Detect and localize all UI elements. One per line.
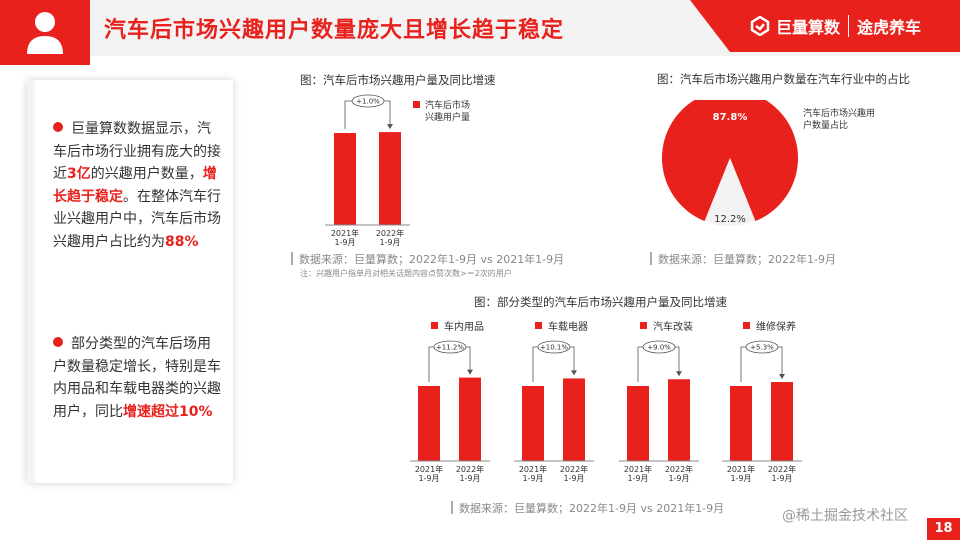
chart3-xtick: 2022年 1-9月 (560, 464, 588, 483)
brand-divider (848, 15, 850, 37)
chart1-footnote: 注：兴趣用户指单月对相关话题内容点赞次数>＝2次的用户 (300, 269, 512, 278)
summary-bullet-1: 巨量算数数据显示，汽车后市场行业拥有庞大的接近3亿的兴趣用户数量，增长趋于稳定。… (53, 118, 223, 253)
brand-banner: 巨量算数 途虎养车 (690, 0, 960, 52)
page-number: 18 (927, 518, 960, 540)
chart3-growth-bubble (745, 340, 779, 354)
chart2-source-text: 数据来源：巨量算数；2022年1-9月 (658, 253, 836, 266)
chart3-legend-swatch (431, 322, 438, 329)
highlight-text: 增长趋于稳定 (53, 166, 217, 205)
chart3-xtick: 2022年 1-9月 (768, 464, 796, 483)
chart3-xtick: 2021年 1-9月 (415, 464, 443, 483)
brand-logo-icon (750, 16, 770, 36)
chart3-bar (563, 378, 585, 461)
watermark: @稀土掘金技术社区 (782, 508, 908, 524)
chart1-source: 数据来源：巨量算数；2022年1-9月 vs 2021年1-9月 (291, 251, 564, 267)
bullet-text: 部分类型的汽车后场用户数量稳定增长，特别是车内用品和车载电器类的兴趣用户，同比 (53, 336, 221, 420)
highlight-text: 增速超过10% (123, 403, 213, 420)
chart2-source: 数据来源：巨量算数；2022年1-9月 (650, 251, 836, 267)
chart3-growth-label: +11.2% (436, 344, 464, 352)
chart1-title: 图：汽车后市场兴趣用户量及同比增速 (300, 73, 496, 87)
summary-bullet-2: 部分类型的汽车后场用户数量稳定增长，特别是车内用品和车载电器类的兴趣用户，同比增… (53, 333, 223, 423)
pie-legend-label: 户数量占比 (803, 119, 848, 131)
chart3-category-bars: 车内用品 2021年 1-9月 2022年 1-9月 +11.2% 车载电器 2021年 1-9… (410, 320, 802, 483)
chart1-legend-label: 兴趣用户量 (425, 111, 470, 123)
pie-label-minor: 12.2% (714, 214, 746, 225)
panel-accent (27, 80, 35, 483)
avatar (0, 0, 90, 65)
bullet-text: 的兴趣用户数量， (90, 166, 203, 182)
chart3-growth-arrow (467, 369, 473, 375)
chart3-legend-swatch (743, 322, 750, 329)
chart3-xtick: 2022年 1-9月 (665, 464, 693, 483)
bullet-text: 巨量算数数据显示，汽车后市场行业拥有庞大的接近 (53, 121, 221, 182)
bullet-text: 。在整体汽车行业兴趣用户中，汽车后市场兴趣用户占比约为 (53, 188, 221, 250)
chart1-legend-swatch (413, 101, 420, 108)
chart3-growth-arrow (571, 370, 577, 376)
chart3-bar (459, 377, 481, 461)
brand-right-label: 途虎养车 (857, 18, 922, 37)
chart3-growth-label: +9.0% (647, 344, 671, 352)
highlight-text: 88% (165, 233, 199, 250)
chart3-xtick: 2022年 1-9月 (456, 464, 484, 483)
pie-slice-major (662, 100, 798, 222)
chart3-source-text: 数据来源：巨量算数；2022年1-9月 vs 2021年1-9月 (459, 502, 725, 515)
chart3-growth-arrow (676, 371, 682, 377)
chart2-title: 图：汽车后市场兴趣用户数量在汽车行业中的占比 (657, 72, 910, 86)
chart3-growth-bubble (433, 340, 467, 354)
chart3-growth-label: +5.3% (750, 344, 774, 352)
page-title: 汽车后市场兴趣用户数量庞大且增长趋于稳定 (104, 18, 565, 43)
bullet-dot (53, 337, 63, 347)
chart3-bar (418, 386, 440, 461)
chart1-xtick: 2021年 1-9月 (331, 228, 359, 247)
chart3-xtick: 2021年 1-9月 (624, 464, 652, 483)
chart3-source: 数据来源：巨量算数；2022年1-9月 vs 2021年1-9月 (451, 500, 724, 516)
source-divider (451, 501, 453, 514)
chart3-growth-label: +10.1% (540, 344, 568, 352)
chart3-legend-label: 维修保养 (756, 320, 796, 333)
chart3-growth-arrow (779, 374, 785, 380)
chart1-growth-label: +1.0% (356, 98, 380, 106)
pie-slice-minor (704, 158, 756, 226)
source-divider (291, 252, 293, 265)
chart3-legend-label: 车载电器 (548, 320, 588, 333)
brand-left-label: 巨量算数 (776, 18, 841, 37)
chart3-bar (627, 386, 649, 461)
chart3-xtick: 2021年 1-9月 (519, 464, 547, 483)
user-icon (27, 12, 63, 54)
summary-panel: 巨量算数数据显示，汽车后市场行业拥有庞大的接近3亿的兴趣用户数量，增长趋于稳定。… (27, 80, 233, 483)
chart1-source-text: 数据来源：巨量算数；2022年1-9月 vs 2021年1-9月 (299, 253, 565, 266)
pie-legend-label: 汽车后市场兴趣用 (803, 107, 875, 119)
chart3-title: 图：部分类型的汽车后市场兴趣用户量及同比增速 (474, 295, 727, 309)
chart1-growth-bubble (351, 94, 385, 108)
chart3-legend-label: 车内用品 (444, 320, 484, 333)
chart1-legend-label: 汽车后市场 (425, 99, 470, 111)
chart3-growth-bubble (537, 340, 571, 354)
chart1-overall-bar: 2021年 1-9月 2022年 1-9月 +1.0% 汽车后市场兴趣用户量 (325, 94, 470, 247)
chart3-legend-swatch (640, 322, 647, 329)
chart3-bar (730, 386, 752, 461)
bullet-dot (53, 122, 63, 132)
chart3-legend-swatch (535, 322, 542, 329)
highlight-text: 3亿 (67, 166, 91, 182)
chart3-bar (522, 386, 544, 461)
chart1-xtick: 2022年 1-9月 (376, 228, 404, 247)
chart1-bar (379, 132, 401, 225)
chart3-growth-bubble (642, 340, 676, 354)
chart3-legend-label: 汽车改装 (653, 320, 693, 333)
pie-label-major: 87.8% (713, 112, 748, 123)
source-divider (650, 252, 652, 265)
chart1-bar (334, 133, 356, 225)
chart3-xtick: 2021年 1-9月 (727, 464, 755, 483)
chart3-bar (668, 379, 690, 461)
chart3-bar (771, 382, 793, 461)
chart1-growth-arrow (387, 124, 393, 130)
